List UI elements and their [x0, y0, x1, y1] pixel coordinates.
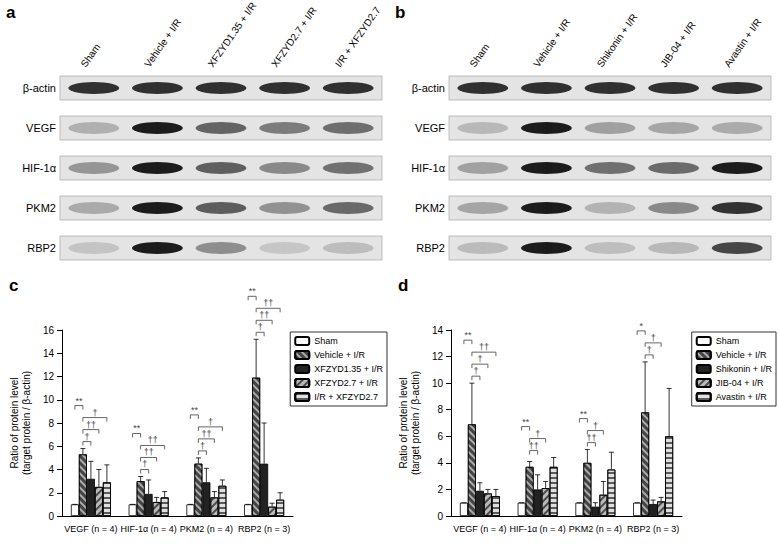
svg-text:†: † [92, 408, 97, 418]
svg-text:8: 8 [437, 404, 443, 415]
svg-text:XFZYD2.7 + I/R: XFZYD2.7 + I/R [314, 378, 378, 388]
svg-text:0: 0 [48, 511, 54, 522]
svg-text:**: ** [522, 417, 530, 427]
svg-text:**: ** [580, 409, 588, 419]
svg-text:RBP2 (n = 3): RBP2 (n = 3) [238, 524, 290, 534]
svg-text:††: †† [479, 342, 489, 352]
svg-text:Sham: Sham [314, 336, 338, 346]
svg-text:**: ** [75, 396, 83, 406]
svg-text:††: †† [586, 433, 596, 443]
svg-text:XFZYD1.35 + I/R: XFZYD1.35 + I/R [314, 364, 383, 374]
svg-text:Vehicle + I/R: Vehicle + I/R [314, 350, 365, 360]
svg-text:β-actin: β-actin [23, 82, 56, 94]
svg-text:†: † [535, 429, 540, 439]
svg-text:RBP2: RBP2 [416, 242, 445, 254]
svg-text:**: ** [464, 330, 472, 340]
svg-text:††: †† [529, 441, 539, 451]
svg-text:Sham: Sham [467, 41, 491, 69]
svg-text:†: † [200, 441, 205, 451]
svg-text:Shikonin + I/R: Shikonin + I/R [716, 364, 773, 374]
svg-text:**: ** [249, 286, 257, 296]
svg-text:HIF-1α: HIF-1α [22, 162, 57, 174]
svg-text:12: 12 [432, 351, 444, 362]
svg-text:Vehicle + I/R: Vehicle + I/R [142, 17, 183, 70]
svg-text:†: † [477, 354, 482, 364]
svg-text:PKM2 (n = 4): PKM2 (n = 4) [569, 524, 622, 534]
svg-text:††: †† [86, 420, 96, 430]
svg-text:I/R + XFZYD2.7: I/R + XFZYD2.7 [333, 4, 383, 69]
svg-text:†: † [142, 459, 147, 469]
svg-text:10: 10 [43, 394, 55, 405]
svg-text:Shikonin + I/R: Shikonin + I/R [595, 12, 640, 70]
svg-text:6: 6 [48, 441, 54, 452]
svg-text:JIB-04 + I/R: JIB-04 + I/R [658, 19, 697, 69]
svg-text:Sham: Sham [78, 41, 102, 69]
svg-text:†: † [647, 345, 652, 355]
svg-text:†: † [84, 432, 89, 442]
svg-text:Ratio of protein level: Ratio of protein level [398, 377, 409, 468]
svg-text:14: 14 [43, 348, 55, 359]
svg-text:Sham: Sham [716, 336, 740, 346]
svg-text:(target protein / β-actin): (target protein / β-actin) [21, 371, 32, 475]
svg-text:**: ** [133, 423, 141, 433]
svg-text:RBP2 (n = 3): RBP2 (n = 3) [627, 524, 679, 534]
svg-text:β-actin: β-actin [412, 82, 445, 94]
svg-text:VEGF: VEGF [26, 122, 56, 134]
svg-text:d: d [398, 276, 408, 295]
svg-text:Vehicle + I/R: Vehicle + I/R [716, 350, 767, 360]
svg-text:*: * [639, 321, 643, 331]
svg-text:HIF-1α (n = 4): HIF-1α (n = 4) [509, 524, 565, 534]
svg-text:†: † [208, 417, 213, 427]
svg-text:XFZYD1.35 + I/R: XFZYD1.35 + I/R [206, 0, 259, 69]
svg-text:2: 2 [437, 484, 443, 495]
svg-text:††: †† [148, 435, 158, 445]
svg-text:††: †† [263, 298, 273, 308]
svg-text:(target protein / β-actin): (target protein / β-actin) [410, 371, 421, 475]
svg-text:12: 12 [43, 371, 55, 382]
svg-text:4: 4 [437, 457, 443, 468]
svg-text:0: 0 [437, 511, 443, 522]
svg-text:8: 8 [48, 418, 54, 429]
svg-text:VEGF (n = 4): VEGF (n = 4) [64, 524, 117, 534]
svg-text:c: c [9, 276, 18, 295]
svg-text:2: 2 [48, 487, 54, 498]
svg-text:††: †† [144, 447, 154, 457]
svg-text:10: 10 [432, 378, 444, 389]
svg-text:JIB-04 + I/R: JIB-04 + I/R [716, 378, 764, 388]
svg-text:RBP2: RBP2 [27, 242, 56, 254]
svg-text:Vehicle + I/R: Vehicle + I/R [531, 17, 572, 70]
svg-text:VEGF (n = 4): VEGF (n = 4) [453, 524, 506, 534]
svg-text:VEGF: VEGF [415, 122, 445, 134]
svg-text:†: † [258, 322, 263, 332]
svg-text:†: † [593, 421, 598, 431]
svg-text:†: † [651, 333, 656, 343]
svg-text:HIF-1α (n = 4): HIF-1α (n = 4) [120, 524, 176, 534]
svg-text:16: 16 [43, 325, 55, 336]
svg-text:††: †† [201, 429, 211, 439]
svg-text:PKM2: PKM2 [26, 202, 56, 214]
svg-text:PKM2: PKM2 [415, 202, 445, 214]
svg-text:Avastin + I/R: Avastin + I/R [716, 392, 768, 402]
svg-text:XFZYD2.7 + I/R: XFZYD2.7 + I/R [269, 5, 319, 69]
svg-text:I/R + XFZYD2.7: I/R + XFZYD2.7 [314, 392, 378, 402]
svg-text:**: ** [191, 405, 199, 415]
svg-text:6: 6 [437, 431, 443, 442]
svg-text:††: †† [259, 310, 269, 320]
svg-text:Ratio of protein level: Ratio of protein level [9, 377, 20, 468]
svg-text:Avastin + I/R: Avastin + I/R [722, 16, 764, 69]
svg-text:4: 4 [48, 464, 54, 475]
svg-text:HIF-1α: HIF-1α [411, 162, 446, 174]
svg-text:a: a [6, 3, 16, 22]
svg-text:b: b [395, 3, 405, 22]
svg-text:14: 14 [432, 325, 444, 336]
svg-text:PKM2 (n = 4): PKM2 (n = 4) [180, 524, 233, 534]
svg-text:†: † [473, 366, 478, 376]
